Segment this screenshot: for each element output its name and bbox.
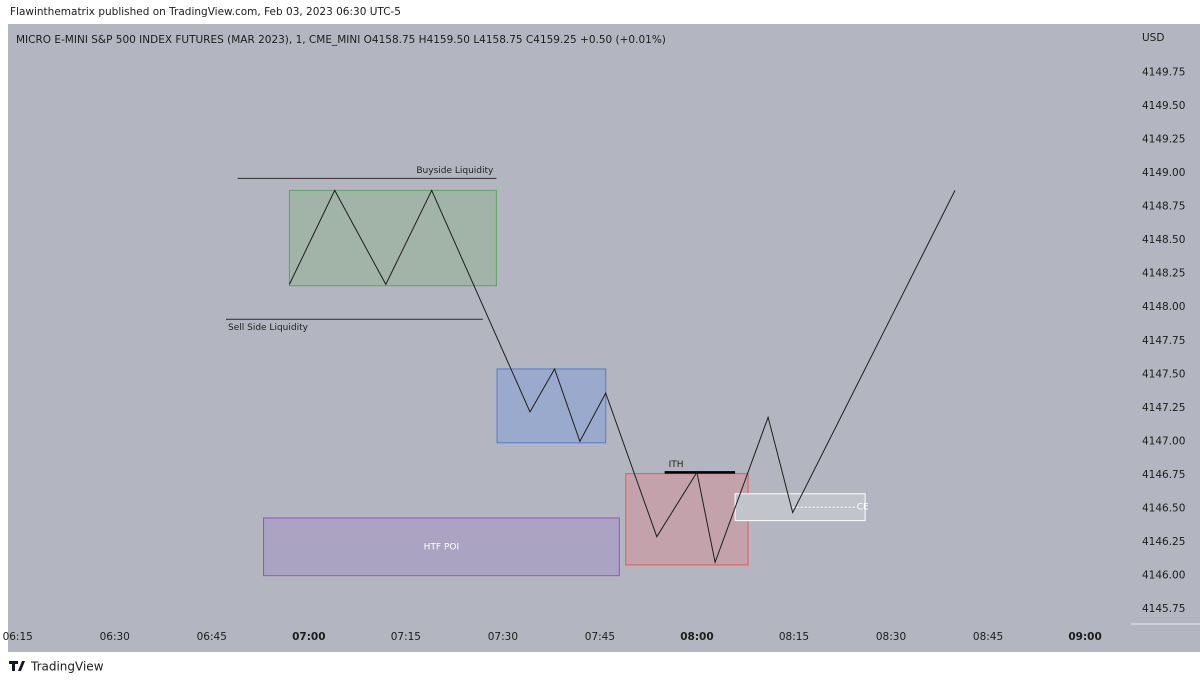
y-tick-label: 4147.25 <box>1142 402 1185 414</box>
brand: TradingView <box>30 660 104 674</box>
zone-label: Buyside Liquidity <box>416 166 494 176</box>
x-tick-label: 08:45 <box>973 631 1003 643</box>
x-tick-label: 06:45 <box>197 631 227 643</box>
brand-logo <box>9 661 25 671</box>
x-tick-label: 09:00 <box>1068 631 1101 643</box>
x-tick-label: 07:45 <box>585 631 615 643</box>
y-tick-label: 4147.75 <box>1142 335 1185 347</box>
x-tick-label: 08:30 <box>876 631 906 643</box>
y-tick-label: 4146.25 <box>1142 536 1185 548</box>
y-axis-label: USD <box>1142 32 1164 44</box>
publisher: Flawinthematrix published on TradingView… <box>10 6 401 18</box>
price-line <box>288 189 956 565</box>
y-tick-label: 4147.50 <box>1142 368 1185 380</box>
zone-box <box>288 189 497 287</box>
x-tick-label: 07:30 <box>488 631 518 643</box>
zone-box <box>496 368 607 444</box>
y-tick-label: 4146.75 <box>1142 469 1185 481</box>
y-tick-label: 4145.75 <box>1142 603 1185 615</box>
y-tick-label: 4148.00 <box>1142 301 1185 313</box>
chart-title: MICRO E-MINI S&P 500 INDEX FUTURES (MAR … <box>16 34 666 46</box>
y-tick-label: 4147.00 <box>1142 435 1185 447</box>
x-tick-label: 08:15 <box>779 631 809 643</box>
y-tick-label: 4149.50 <box>1142 100 1185 112</box>
zone-label: CE <box>857 503 869 513</box>
y-tick-label: 4146.50 <box>1142 503 1185 515</box>
x-tick-label: 08:00 <box>680 631 713 643</box>
zone-box <box>625 473 749 566</box>
y-tick-label: 4149.00 <box>1142 167 1185 179</box>
zone-label: HTF POI <box>424 542 459 552</box>
x-tick-label: 07:00 <box>292 631 325 643</box>
y-tick-label: 4148.50 <box>1142 234 1185 246</box>
y-tick-label: 4148.25 <box>1142 268 1185 280</box>
y-tick-label: 4149.75 <box>1142 66 1185 78</box>
y-tick-label: 4149.25 <box>1142 133 1185 145</box>
y-tick-label: 4146.00 <box>1142 570 1185 582</box>
zone-label: Sell Side Liquidity <box>228 323 309 333</box>
zone-box <box>263 517 620 577</box>
zone-label: ITH <box>669 460 684 470</box>
x-tick-label: 07:15 <box>391 631 421 643</box>
x-tick-label: 06:15 <box>3 631 33 643</box>
y-tick-label: 4148.75 <box>1142 201 1185 213</box>
x-tick-label: 06:30 <box>100 631 130 643</box>
